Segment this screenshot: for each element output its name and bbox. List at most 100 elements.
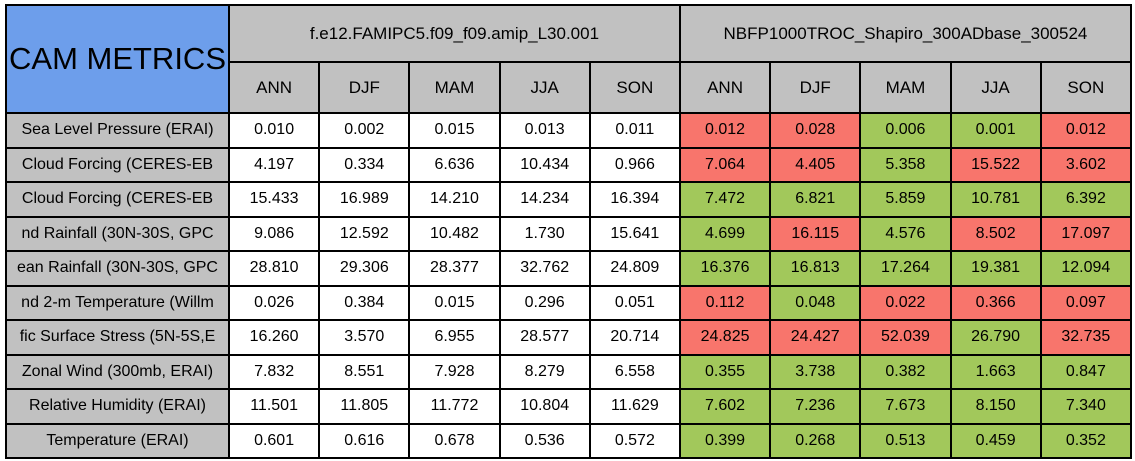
metric-value-cell: 6.636 (408, 146, 501, 183)
metric-label: ean Rainfall (30N-30S, GPC (5, 250, 230, 287)
model1-name-header: f.e12.FAMIPC5.f09_f09.amip_L30.001 (228, 4, 681, 63)
metric-value-cell: 3.738 (769, 353, 862, 390)
metric-value-cell: 19.381 (949, 250, 1042, 287)
metric-value-cell: 11.629 (588, 388, 681, 425)
season-header-m2-son: SON (1039, 61, 1133, 114)
metric-value-cell: 12.094 (1039, 250, 1133, 287)
metrics-rows: Sea Level Pressure (ERAI) 0.010 0.002 0.… (5, 112, 1133, 459)
metric-label: fic Surface Stress (5N-5S,E (5, 319, 230, 356)
metric-label: nd Rainfall (30N-30S, GPC (5, 215, 230, 252)
season-header-m2-ann: ANN (678, 61, 772, 114)
metric-value-cell: 16.260 (227, 319, 321, 356)
metric-value-cell: 10.804 (498, 388, 591, 425)
metric-value-cell: 10.482 (408, 215, 501, 252)
metric-value-cell: 24.427 (769, 319, 862, 356)
metric-value-cell: 9.086 (227, 215, 321, 252)
metric-value-cell: 11.501 (227, 388, 321, 425)
metric-value-cell: 4.197 (227, 146, 321, 183)
metric-value-cell: 6.821 (769, 181, 862, 218)
metric-value-cell: 11.772 (408, 388, 501, 425)
metric-value-cell: 5.358 (859, 146, 952, 183)
metric-value-cell: 6.558 (588, 353, 681, 390)
metric-value-cell: 0.536 (498, 422, 591, 459)
metric-value-cell: 17.264 (859, 250, 952, 287)
metric-value-cell: 14.234 (498, 181, 591, 218)
metric-value-cell: 8.279 (498, 353, 591, 390)
metric-value-cell: 8.150 (949, 388, 1042, 425)
metric-value-cell: 0.015 (408, 112, 501, 149)
metric-value-cell: 0.048 (769, 284, 862, 321)
table-row: Temperature (ERAI) 0.601 0.616 0.678 0.5… (5, 422, 1133, 459)
metric-value-cell: 28.577 (498, 319, 591, 356)
season-header-row: ANN DJF MAM JJA SON ANN DJF MAM JJA SON (6, 61, 1133, 114)
metric-value-cell: 16.115 (769, 215, 862, 252)
table-title: CAM METRICS (5, 4, 230, 114)
metric-value-cell: 28.377 (408, 250, 501, 287)
model-header-row: CAM METRICS f.e12.FAMIPC5.f09_f09.amip_L… (5, 4, 1133, 114)
metric-value-cell: 0.459 (949, 422, 1042, 459)
metric-value-cell: 0.399 (678, 422, 772, 459)
metric-value-cell: 11.805 (318, 388, 411, 425)
season-header-m1-ann: ANN (227, 61, 321, 114)
metric-value-cell: 1.730 (498, 215, 591, 252)
metric-value-cell: 17.097 (1039, 215, 1133, 252)
metric-value-cell: 10.434 (498, 146, 591, 183)
metric-value-cell: 0.334 (318, 146, 411, 183)
cam-metrics-table: CAM METRICS f.e12.FAMIPC5.f09_f09.amip_L… (5, 4, 1133, 459)
metric-value-cell: 29.306 (318, 250, 411, 287)
metric-value-cell: 6.392 (1039, 181, 1133, 218)
metric-value-cell: 7.472 (678, 181, 772, 218)
metric-value-cell: 12.592 (318, 215, 411, 252)
metric-label: Temperature (ERAI) (5, 422, 230, 459)
metric-value-cell: 24.825 (678, 319, 772, 356)
metric-value-cell: 16.376 (678, 250, 772, 287)
metric-value-cell: 52.039 (859, 319, 952, 356)
metric-label: Sea Level Pressure (ERAI) (5, 112, 230, 149)
metric-value-cell: 5.859 (859, 181, 952, 218)
metric-value-cell: 0.006 (859, 112, 952, 149)
metric-value-cell: 0.097 (1039, 284, 1133, 321)
table-row: nd Rainfall (30N-30S, GPC 9.086 12.592 1… (5, 215, 1133, 252)
metric-value-cell: 26.790 (949, 319, 1042, 356)
metric-value-cell: 0.011 (588, 112, 681, 149)
table-row: nd 2-m Temperature (Willm 0.026 0.384 0.… (5, 284, 1133, 321)
metric-value-cell: 4.576 (859, 215, 952, 252)
metric-value-cell: 1.663 (949, 353, 1042, 390)
model2-name-header: NBFP1000TROC_Shapiro_300ADbase_300524 (678, 4, 1133, 63)
cam-metrics-page: CAM METRICS f.e12.FAMIPC5.f09_f09.amip_L… (5, 4, 1133, 459)
metric-value-cell: 0.847 (1039, 353, 1133, 390)
metric-value-cell: 0.616 (318, 422, 411, 459)
metric-value-cell: 10.781 (949, 181, 1042, 218)
metric-value-cell: 0.001 (949, 112, 1042, 149)
table-row: Sea Level Pressure (ERAI) 0.010 0.002 0.… (5, 112, 1133, 149)
metric-value-cell: 0.028 (769, 112, 862, 149)
metric-value-cell: 7.928 (408, 353, 501, 390)
metric-value-cell: 0.012 (678, 112, 772, 149)
metric-value-cell: 0.268 (769, 422, 862, 459)
table-row: Zonal Wind (300mb, ERAI) 7.832 8.551 7.9… (5, 353, 1133, 390)
table-row: Cloud Forcing (CERES-EB 15.433 16.989 14… (5, 181, 1133, 218)
metric-value-cell: 0.966 (588, 146, 681, 183)
metric-value-cell: 0.296 (498, 284, 591, 321)
season-header-m1-mam: MAM (408, 61, 501, 114)
metric-value-cell: 15.433 (227, 181, 321, 218)
metric-value-cell: 16.394 (588, 181, 681, 218)
metric-value-cell: 0.010 (227, 112, 321, 149)
season-header-m2-jja: JJA (949, 61, 1042, 114)
metric-value-cell: 0.572 (588, 422, 681, 459)
season-header-m1-jja: JJA (498, 61, 591, 114)
metric-value-cell: 7.673 (859, 388, 952, 425)
season-header-m1-djf: DJF (318, 61, 411, 114)
metric-value-cell: 0.022 (859, 284, 952, 321)
metric-value-cell: 24.809 (588, 250, 681, 287)
metric-value-cell: 15.522 (949, 146, 1042, 183)
metric-value-cell: 0.112 (678, 284, 772, 321)
metric-value-cell: 0.382 (859, 353, 952, 390)
season-header-m2-djf: DJF (769, 61, 862, 114)
metric-value-cell: 7.602 (678, 388, 772, 425)
metric-value-cell: 0.012 (1039, 112, 1133, 149)
metric-value-cell: 20.714 (588, 319, 681, 356)
metric-value-cell: 3.570 (318, 319, 411, 356)
metric-value-cell: 0.601 (227, 422, 321, 459)
metric-value-cell: 0.026 (227, 284, 321, 321)
